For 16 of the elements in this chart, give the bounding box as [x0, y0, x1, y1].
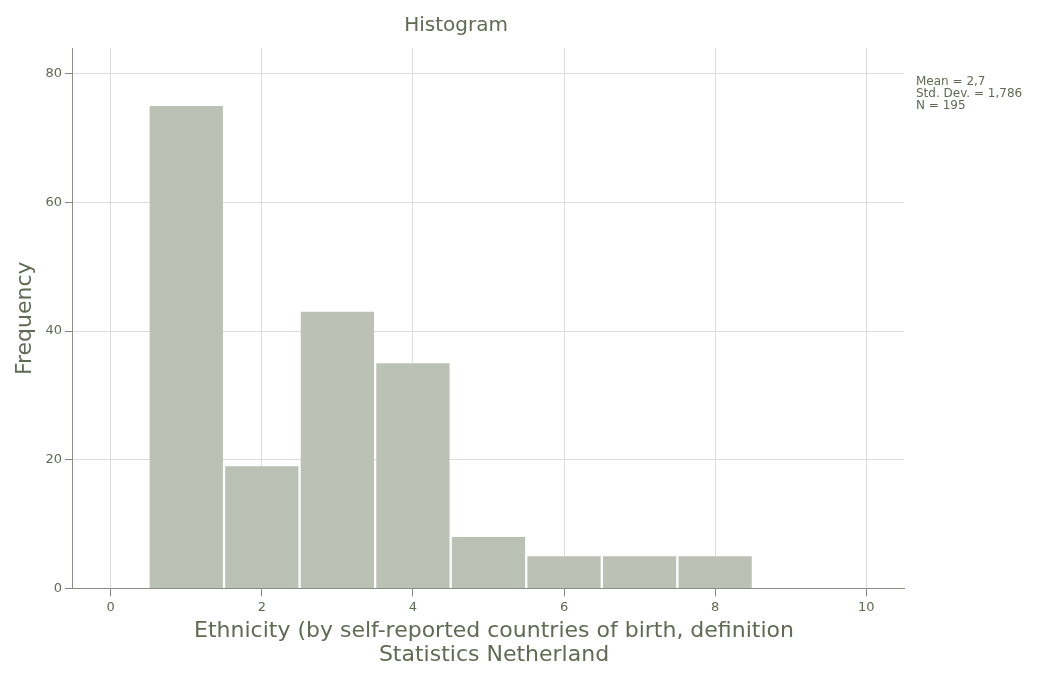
x-tick-label: 6: [559, 598, 569, 614]
y-tick-label: 0: [53, 579, 62, 595]
y-axis-title: Frequency: [10, 261, 36, 376]
x-tick-label: 8: [710, 598, 720, 614]
x-tick-label: 0: [106, 598, 115, 614]
text: N = 195: [916, 98, 966, 113]
x-tick-label: 2: [257, 598, 266, 614]
chart-title: Histogram: [404, 12, 508, 37]
text: Std. Dev. = 1,786: [916, 86, 1023, 101]
y-tick-label: 80: [45, 65, 62, 81]
y-tick-label: 40: [45, 322, 62, 338]
x-tick-label: 4: [408, 598, 418, 614]
x-axis-title: Ethnicity (by self-reported countries of birth, definition Statistics Netherland: [193, 617, 795, 666]
x-tick-label: 10: [857, 598, 875, 614]
y-tick-label: 60: [45, 193, 62, 209]
y-tick-label: 20: [45, 451, 62, 467]
